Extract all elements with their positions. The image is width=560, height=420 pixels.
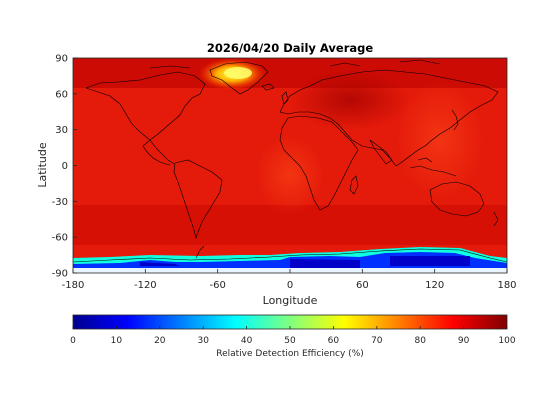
colorbar-label: Relative Detection Efficiency (%) — [216, 349, 364, 359]
x-tick-label: -180 — [62, 280, 85, 291]
greenland-core — [224, 67, 252, 79]
coastline-arctic-islands — [149, 59, 441, 69]
coastlines — [73, 59, 507, 263]
coastline-japan — [451, 109, 459, 131]
coastline-uk — [281, 91, 289, 105]
colorbar-tick-label: 60 — [328, 336, 340, 346]
colorbar-tick-label: 40 — [241, 336, 253, 346]
colorbar-ticks: 0 10 20 30 40 50 60 70 80 90 100 — [70, 326, 516, 346]
x-axis-label: Longitude — [263, 294, 318, 307]
colorbar-tick-label: 80 — [414, 336, 426, 346]
colorbar-tick-label: 0 — [70, 336, 76, 346]
coastline-indonesia — [409, 157, 457, 177]
colorbar-tick-label: 90 — [458, 336, 470, 346]
coastline-madagascar — [349, 175, 359, 195]
y-ticks: 90 60 30 0 -30 -60 -90 — [52, 54, 77, 280]
map-title: 2026/04/20 Daily Average — [207, 41, 374, 55]
y-tick-label: 30 — [55, 125, 68, 136]
coastline-greenland — [209, 61, 269, 95]
atlantic-bright-patch — [255, 135, 325, 215]
x-tick-label: 60 — [356, 280, 369, 291]
coastline-africa — [279, 115, 359, 211]
x-tick-label: -120 — [134, 280, 157, 291]
asia-dark-patch — [290, 70, 410, 130]
colorbar-tick-label: 100 — [498, 336, 515, 346]
antarctic-darkblue-core — [140, 256, 470, 268]
coastline-north-america — [85, 71, 206, 166]
pacific-bright-patch — [395, 80, 485, 200]
coastline-antarctic-peninsula — [195, 245, 205, 259]
coastline-india — [369, 139, 393, 165]
y-axis-label: Latitude — [36, 142, 49, 188]
y-tick-label: -30 — [52, 197, 68, 208]
y-tick-label: -90 — [52, 269, 68, 280]
coastline-new-zealand — [493, 211, 499, 227]
coastline-eurasia — [279, 69, 499, 167]
colorbar-tick-label: 10 — [111, 336, 123, 346]
y-tick-label: 0 — [62, 161, 68, 172]
coastline-central-america — [149, 139, 175, 165]
coastline-iceland — [261, 83, 275, 91]
y-tick-label: 60 — [55, 89, 68, 100]
x-tick-label: 0 — [287, 280, 293, 291]
x-tick-label: -60 — [209, 280, 225, 291]
x-tick-label: 120 — [425, 280, 444, 291]
x-tick-label: 180 — [497, 280, 516, 291]
colorbar-tick-label: 70 — [371, 336, 383, 346]
coastline-south-america — [173, 159, 223, 240]
colorbar-tick-label: 50 — [284, 336, 296, 346]
colorbar-tick-label: 30 — [197, 336, 209, 346]
map-plot-area — [73, 58, 507, 273]
colorbar-tick-label: 20 — [154, 336, 166, 346]
y-tick-label: -60 — [52, 233, 68, 244]
y-tick-label: 90 — [55, 54, 68, 65]
x-ticks: -180 -120 -60 0 60 120 180 — [62, 269, 517, 291]
coastline-australia — [429, 181, 485, 217]
coastline-antarctica — [73, 248, 507, 263]
